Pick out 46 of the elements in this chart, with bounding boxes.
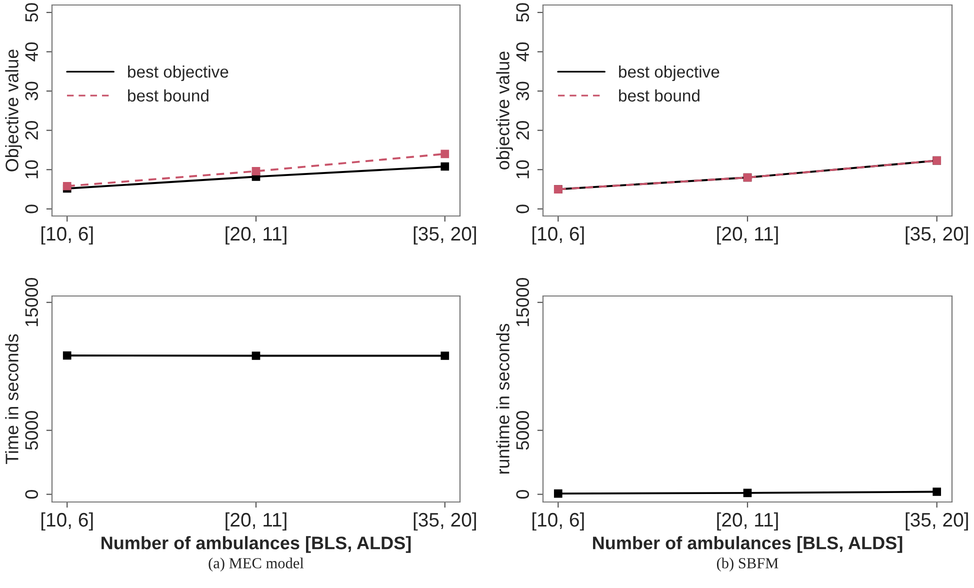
y-tick-label: 40 [516,42,530,62]
legend-label: best bound [128,89,208,102]
point [62,182,72,190]
y-tick-label: 50 [25,3,38,22]
point [440,150,450,158]
legend-label: best objective [128,65,228,82]
y-axis-title: Objective value [5,50,22,172]
y-tick-label: 0 [516,204,530,214]
y-axis-title: objective value [496,52,513,170]
y-axis-title: Time in seconds [5,334,18,464]
y-tick-label: 5000 [25,410,38,450]
y-tick-label: 10 [25,160,38,178]
x-tick-label: [35, 20] [906,226,968,245]
x-tick-label: [20, 11] [226,512,286,531]
text: (b) SBFM [716,558,778,572]
y-tick-label: 50 [516,3,530,22]
point [440,162,450,171]
y-tick-label: 15000 [25,278,38,326]
x-tick-label: [10, 6] [41,512,93,531]
y-tick-label: 15000 [516,278,530,326]
y-tick-label: 40 [25,42,38,62]
y-tick-label: 20 [25,121,38,140]
point [252,167,260,176]
y-tick-label: 30 [516,82,530,100]
x-tick-label: [35, 20] [414,512,476,531]
x-axis-title: Number of ambulances [BLS, ALDS] [593,536,902,553]
y-tick-label: 20 [516,121,530,140]
legend-label: best objective [619,65,720,82]
y-tick-label: 10 [516,160,530,178]
x-tick-label: [20, 11] [717,512,778,531]
x-tick-label: [20, 11] [717,226,778,245]
y-tick-label: 30 [25,82,38,100]
x-tick-label: [10, 6] [532,512,584,531]
x-tick-label: [35, 20] [414,226,476,245]
x-tick-label: [35, 20] [906,512,968,531]
x-tick-label: [10, 6] [41,226,93,245]
x-tick-label: [20, 11] [226,226,286,245]
legend-label: best bound [619,89,700,102]
y-tick-label: 0 [25,204,38,214]
y-axis-title: runtime in seconds [496,324,510,474]
x-axis-title: Number of ambulances [BLS, ALDS] [102,536,411,553]
x-tick-label: [10, 6] [532,226,584,245]
y-tick-label: 5000 [516,410,530,450]
y-tick-label: 0 [25,490,38,499]
text: (a) MEC model [208,558,304,572]
y-tick-label: 0 [516,490,530,499]
